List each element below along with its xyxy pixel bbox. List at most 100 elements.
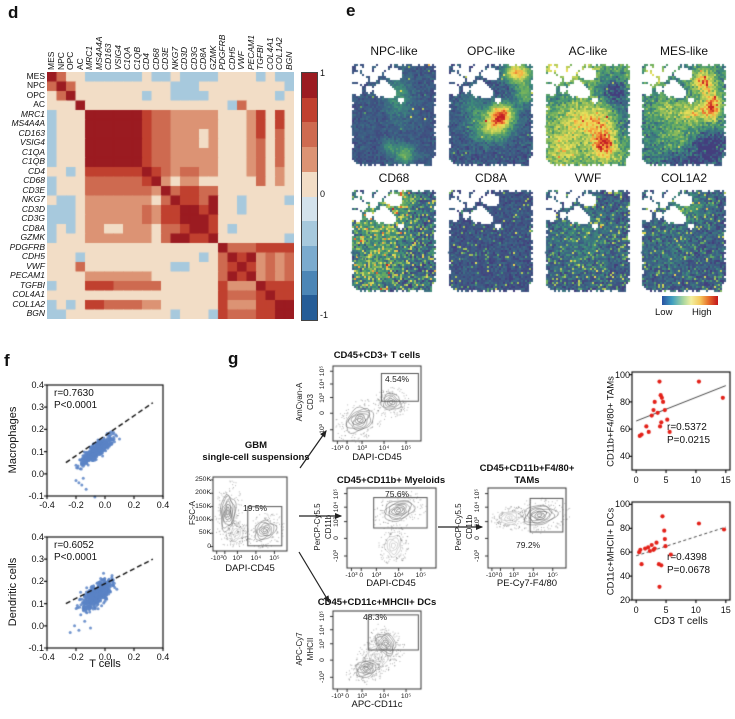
tcells-ylabel-2: CD3 bbox=[306, 394, 315, 411]
tick-label: 250K bbox=[195, 475, 211, 483]
myeloids-ylabel-2: CD11b bbox=[324, 514, 333, 540]
heatmap-row-label: PDGFRB bbox=[9, 241, 45, 252]
tick-label: 0.3 bbox=[31, 554, 44, 565]
panel-label-e: e bbox=[346, 1, 356, 20]
spatial-plot-title: OPC-like bbox=[466, 44, 515, 58]
tick-label: 0.4 bbox=[31, 532, 44, 542]
heatmap-row-label: CD68 bbox=[23, 175, 45, 185]
tcells-ylabel-1: AmCyan-A bbox=[295, 382, 304, 422]
tick-label: 0.0 bbox=[31, 620, 44, 631]
tick-label: 5 bbox=[663, 475, 669, 485]
heatmap-row-label: VWF bbox=[26, 260, 45, 271]
tick-label: -10³ bbox=[474, 549, 481, 563]
tick-label: 10 bbox=[690, 475, 701, 485]
heatmap-row-label: CD3D bbox=[21, 203, 45, 214]
heatmap-row-label: CDH5 bbox=[21, 251, 45, 261]
tick-label: 10⁴ bbox=[378, 445, 390, 452]
tick-label: 0 bbox=[498, 572, 503, 579]
tick-label: 0.0 bbox=[98, 500, 112, 510]
tick-label: 10⁴ bbox=[527, 572, 539, 579]
tick-label: 15 bbox=[720, 605, 731, 615]
tick-label: 10³ bbox=[508, 572, 519, 579]
colorbar-segment bbox=[302, 97, 317, 123]
tick-label: -0.4 bbox=[39, 500, 55, 510]
tams-ylabel-2: CD11b bbox=[465, 514, 474, 540]
heatmap-row-label: NPC bbox=[27, 80, 45, 90]
tick-label: 0.2 bbox=[31, 424, 44, 435]
tick-label: -10³ bbox=[331, 693, 344, 700]
tick-label: 50K bbox=[198, 529, 211, 537]
colorbar-segment bbox=[302, 171, 317, 197]
dcs-ylabel-1: APC-Cy7 bbox=[295, 632, 304, 666]
tams-xlabel: PE-Cy7-F4/80 bbox=[496, 578, 558, 589]
gbm-label-line1: GBM bbox=[244, 440, 268, 451]
heatmap-row-label: COL4A1 bbox=[12, 289, 45, 299]
heatmap-row-label: MES bbox=[26, 70, 45, 81]
tick-label: 10³ bbox=[357, 693, 367, 700]
colorbar-tick-1: 1 bbox=[320, 68, 326, 78]
tick-label: 100 bbox=[614, 499, 630, 510]
colorbar-segment bbox=[302, 147, 317, 172]
tick-label: -10³ bbox=[485, 572, 498, 579]
tick-label: 0.4 bbox=[31, 380, 44, 390]
tick-label: 40 bbox=[619, 451, 630, 462]
heatmap-row-label: GZMK bbox=[20, 232, 45, 242]
spatial-plot-title: VWF bbox=[574, 171, 602, 185]
tick-label: 80 bbox=[619, 523, 630, 534]
tick-label: 60 bbox=[619, 424, 630, 435]
spatial-colorbar bbox=[662, 296, 718, 305]
gbm-xlabel: DAPI-CD45 bbox=[225, 563, 275, 574]
facs-scatter-0 bbox=[624, 366, 735, 482]
colorbar-tick-neg1: -1 bbox=[320, 310, 329, 320]
colorbar-segment bbox=[302, 295, 317, 321]
tick-label: 200K bbox=[195, 489, 211, 497]
tick-label: 10⁵ bbox=[269, 555, 280, 562]
heatmap-row-label: PECAM1 bbox=[10, 270, 45, 280]
colorbar-segment bbox=[302, 270, 317, 296]
tick-label: 10⁴ bbox=[393, 572, 404, 579]
heatmap-row-label: CD8A bbox=[22, 222, 45, 233]
correlation-heatmap bbox=[47, 72, 294, 319]
tams-ylabel-1: PerCP-Cy5.5 bbox=[454, 503, 463, 551]
f-scatter-1 bbox=[39, 531, 171, 662]
tick-label: 0 bbox=[222, 555, 227, 562]
flow-plot-tcells bbox=[327, 360, 427, 451]
spatial-plot-vwf bbox=[544, 188, 632, 294]
heatmap-row-label: VSIG4 bbox=[19, 137, 45, 147]
flow-plot-myeloids bbox=[341, 482, 442, 578]
heatmap-row-label: NKG7 bbox=[21, 194, 45, 204]
heatmap-row-label: AC bbox=[33, 99, 45, 109]
tick-label: -10³ bbox=[319, 671, 326, 684]
tick-label: 10⁵ bbox=[400, 445, 412, 452]
tick-label: -0.1 bbox=[28, 491, 44, 501]
tick-label: -0.2 bbox=[68, 652, 84, 662]
tick-label: -10³ bbox=[345, 572, 358, 579]
myeloids-xlabel: DAPI-CD45 bbox=[366, 578, 416, 589]
tick-label: 40 bbox=[619, 571, 630, 582]
dcs-xlabel: APC-CD11c bbox=[351, 699, 403, 710]
tick-label: 10⁴ bbox=[250, 555, 262, 562]
tick-label: 0.1 bbox=[31, 446, 44, 457]
spatial-plot-title: MES-like bbox=[659, 44, 708, 58]
colorbar-segment bbox=[302, 122, 317, 148]
tick-label: 5 bbox=[663, 605, 669, 615]
tick-label: 15 bbox=[720, 475, 731, 485]
panel-label-d: d bbox=[8, 3, 19, 22]
heatmap-row-label: BGN bbox=[26, 308, 45, 318]
tick-label: 0 bbox=[345, 693, 349, 700]
heatmap-row-label: CD4 bbox=[27, 165, 45, 176]
panel-label-f: f bbox=[4, 351, 10, 370]
tick-label: 0 bbox=[633, 475, 639, 485]
gbm-label-line2: single-cell suspensions bbox=[202, 452, 310, 463]
tams-title-2: TAMs bbox=[514, 475, 540, 486]
tick-label: 0.4 bbox=[156, 652, 170, 662]
tick-label: 10³ bbox=[357, 445, 367, 452]
tams-title-1: CD45+CD11b+F4/80+ bbox=[479, 463, 575, 474]
tick-label: -10³ bbox=[210, 555, 223, 562]
tick-label: 0 bbox=[359, 572, 364, 579]
tick-label: 10³ bbox=[232, 555, 243, 562]
heatmap-row-label: OPC bbox=[26, 89, 45, 100]
facs-bottom-xlabel: CD3 T cells bbox=[654, 615, 708, 627]
colorbar-segment bbox=[302, 196, 317, 222]
